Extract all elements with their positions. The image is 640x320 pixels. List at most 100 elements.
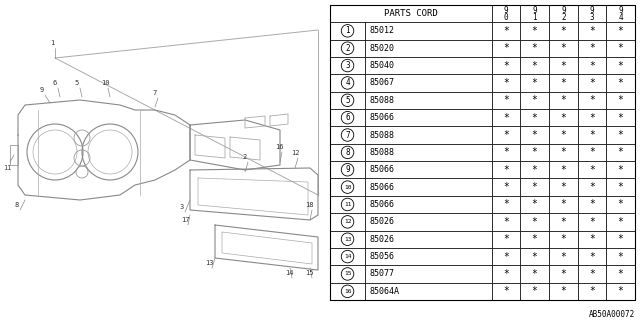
Bar xyxy=(492,196,520,213)
Text: *: * xyxy=(503,26,509,36)
Text: *: * xyxy=(618,286,623,296)
Text: 8: 8 xyxy=(345,148,350,157)
Text: *: * xyxy=(618,60,623,71)
Text: *: * xyxy=(589,78,595,88)
Bar xyxy=(549,74,578,92)
Bar xyxy=(365,74,492,92)
Bar xyxy=(549,22,578,39)
Bar xyxy=(520,39,549,57)
Text: *: * xyxy=(561,43,566,53)
Bar xyxy=(549,265,578,283)
Text: 85026: 85026 xyxy=(369,235,394,244)
Text: *: * xyxy=(503,199,509,210)
Text: *: * xyxy=(561,182,566,192)
Bar xyxy=(365,179,492,196)
Bar xyxy=(520,126,549,144)
Text: *: * xyxy=(503,269,509,279)
Text: *: * xyxy=(618,78,623,88)
Bar xyxy=(578,5,606,22)
Bar xyxy=(330,230,365,248)
Bar xyxy=(578,248,606,265)
Text: 2: 2 xyxy=(561,13,566,22)
Text: 0: 0 xyxy=(504,13,508,22)
Text: *: * xyxy=(618,43,623,53)
Bar xyxy=(578,144,606,161)
Text: 15: 15 xyxy=(305,270,313,276)
Text: 16: 16 xyxy=(344,289,351,294)
Circle shape xyxy=(341,77,354,89)
Text: *: * xyxy=(532,252,538,261)
Circle shape xyxy=(341,146,354,159)
Bar xyxy=(549,248,578,265)
Text: 85066: 85066 xyxy=(369,200,394,209)
Bar xyxy=(365,39,492,57)
Bar xyxy=(578,213,606,230)
Text: *: * xyxy=(589,95,595,105)
Text: 85077: 85077 xyxy=(369,269,394,278)
Bar xyxy=(330,283,365,300)
Circle shape xyxy=(341,181,354,193)
Text: *: * xyxy=(589,269,595,279)
Bar xyxy=(549,196,578,213)
Text: 6: 6 xyxy=(53,80,57,86)
Bar xyxy=(520,179,549,196)
Bar xyxy=(606,196,635,213)
Text: 85064A: 85064A xyxy=(369,287,399,296)
Bar xyxy=(365,22,492,39)
Text: *: * xyxy=(589,60,595,71)
Text: 85088: 85088 xyxy=(369,148,394,157)
Bar xyxy=(492,22,520,39)
Circle shape xyxy=(341,285,354,298)
Text: *: * xyxy=(503,78,509,88)
Text: 85066: 85066 xyxy=(369,113,394,122)
Text: *: * xyxy=(589,130,595,140)
Text: *: * xyxy=(561,199,566,210)
Text: 85066: 85066 xyxy=(369,165,394,174)
Text: 3: 3 xyxy=(180,204,184,210)
Bar xyxy=(578,283,606,300)
Bar xyxy=(365,248,492,265)
Text: *: * xyxy=(589,252,595,261)
Text: 85088: 85088 xyxy=(369,131,394,140)
Text: 85040: 85040 xyxy=(369,61,394,70)
Text: 85020: 85020 xyxy=(369,44,394,53)
Text: AB50A00072: AB50A00072 xyxy=(589,310,635,319)
Text: 14: 14 xyxy=(285,270,293,276)
Text: *: * xyxy=(561,60,566,71)
Bar xyxy=(330,109,365,126)
Bar xyxy=(330,213,365,230)
Text: *: * xyxy=(532,217,538,227)
Text: *: * xyxy=(618,217,623,227)
Text: 11: 11 xyxy=(3,165,12,171)
Text: *: * xyxy=(589,43,595,53)
Circle shape xyxy=(341,25,354,37)
Circle shape xyxy=(341,250,354,263)
Text: PARTS CORD: PARTS CORD xyxy=(384,9,438,18)
Bar xyxy=(330,57,365,74)
Bar xyxy=(549,39,578,57)
Bar xyxy=(606,5,635,22)
Text: *: * xyxy=(589,26,595,36)
Text: *: * xyxy=(618,252,623,261)
Bar xyxy=(520,265,549,283)
Bar xyxy=(492,5,520,22)
Text: *: * xyxy=(503,113,509,123)
Bar xyxy=(578,109,606,126)
Text: 4: 4 xyxy=(618,13,623,22)
Bar xyxy=(330,196,365,213)
Text: 1: 1 xyxy=(532,13,537,22)
Bar xyxy=(606,57,635,74)
Text: 1: 1 xyxy=(50,40,54,46)
Bar xyxy=(365,161,492,179)
Text: 85012: 85012 xyxy=(369,26,394,35)
Circle shape xyxy=(341,42,354,54)
Text: *: * xyxy=(589,182,595,192)
Circle shape xyxy=(341,59,354,72)
Text: *: * xyxy=(589,113,595,123)
Text: 11: 11 xyxy=(344,202,351,207)
Bar xyxy=(492,109,520,126)
Bar xyxy=(549,109,578,126)
Text: *: * xyxy=(532,148,538,157)
Text: 85066: 85066 xyxy=(369,183,394,192)
Text: *: * xyxy=(618,148,623,157)
